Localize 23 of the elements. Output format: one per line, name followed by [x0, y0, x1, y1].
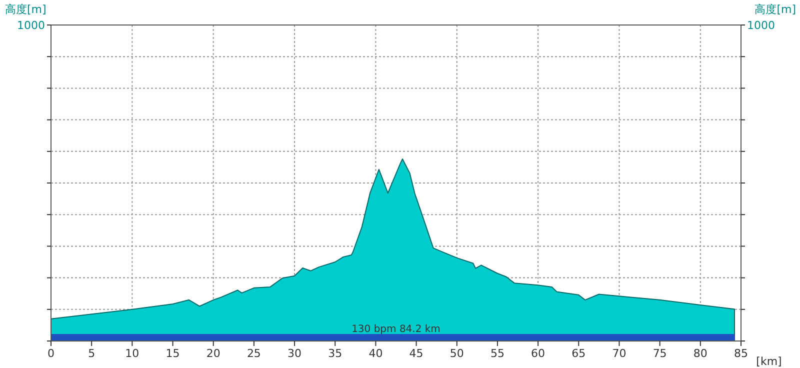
x-tick-label: 75	[652, 347, 667, 360]
x-tick-label: 65	[572, 347, 586, 360]
x-tick-label: 0	[48, 347, 54, 360]
x-tick-label: 40	[368, 347, 383, 360]
y-axis-title: 高度[m]	[5, 3, 46, 16]
x-tick-label: 55	[490, 347, 504, 360]
x-tick-label: 5	[88, 347, 96, 360]
x-tick-label: 35	[328, 347, 342, 360]
x-tick-label: 30	[288, 347, 302, 360]
x-tick-label: 45	[409, 347, 424, 360]
x-tick-label: 50	[450, 347, 464, 360]
text: 1000	[17, 19, 45, 32]
annotation: 130 bpm 84.2 km	[352, 324, 440, 335]
x-tick-label: 60	[531, 347, 546, 360]
x-tick-label: 85	[734, 347, 748, 360]
y2-axis-title: 高度[m]	[754, 3, 796, 16]
x-tick-label: 10	[125, 347, 140, 360]
x-tick-label: 80	[693, 347, 708, 360]
x-tick-label: 70	[612, 347, 626, 360]
x-axis-title: [km]	[756, 355, 782, 368]
x-tick-label: 25	[246, 347, 261, 360]
x-tick-label: 20	[206, 347, 220, 360]
x-tick-label: 15	[166, 347, 180, 360]
